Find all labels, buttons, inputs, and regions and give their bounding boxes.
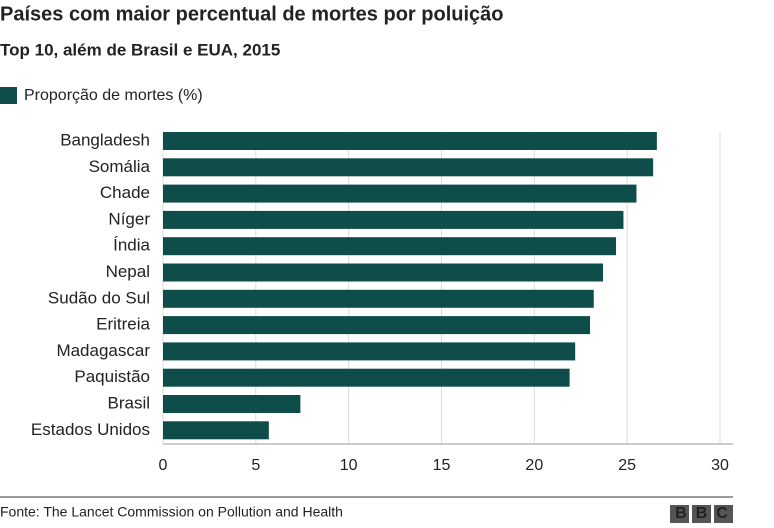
legend-swatch bbox=[0, 87, 17, 104]
logo-box bbox=[714, 505, 733, 523]
y-tick-label: Chade bbox=[100, 183, 150, 202]
bar bbox=[163, 395, 301, 413]
bar bbox=[163, 368, 570, 387]
y-tick-label: Sudão do Sul bbox=[48, 288, 150, 307]
y-tick-label: Eritreia bbox=[96, 315, 150, 334]
bar bbox=[163, 316, 591, 335]
x-tick-label: 30 bbox=[711, 457, 729, 474]
y-tick-label: Nepal bbox=[106, 262, 150, 281]
x-tick-label: 25 bbox=[618, 457, 636, 474]
source: Fonte: The Lancet Commission on Pollutio… bbox=[0, 504, 343, 520]
y-tick-label: Brasil bbox=[107, 393, 150, 412]
y-tick-label: Níger bbox=[108, 209, 150, 228]
bar bbox=[163, 210, 624, 229]
chart-title: Países com maior percentual de mortes po… bbox=[0, 3, 504, 25]
chart-subtitle: Top 10, além de Brasil e EUA, 2015 bbox=[0, 40, 280, 59]
x-tick-label: 20 bbox=[525, 457, 543, 474]
bar bbox=[163, 237, 617, 256]
bar bbox=[163, 184, 637, 203]
logo: BBC bbox=[675, 505, 737, 522]
x-tick-label: 15 bbox=[433, 457, 451, 474]
y-tick-label: Índia bbox=[113, 236, 150, 255]
bar bbox=[163, 158, 654, 177]
x-tick-label: 5 bbox=[251, 457, 260, 474]
bar bbox=[163, 289, 594, 308]
y-tick-label: Bangladesh bbox=[60, 130, 150, 149]
bar bbox=[163, 421, 269, 440]
y-tick-label: Madagascar bbox=[56, 341, 150, 360]
x-tick-label: 0 bbox=[159, 457, 168, 474]
logo-box bbox=[670, 505, 689, 523]
logo-box bbox=[692, 505, 711, 523]
legend-label: Proporção de mortes (%) bbox=[24, 87, 203, 104]
bar bbox=[163, 132, 657, 150]
y-tick-label: Paquistão bbox=[74, 367, 150, 386]
x-tick-label: 10 bbox=[340, 457, 358, 474]
bar bbox=[163, 342, 576, 361]
bar bbox=[163, 263, 604, 282]
y-tick-label: Somália bbox=[89, 157, 151, 176]
y-tick-label: Estados Unidos bbox=[31, 420, 150, 439]
